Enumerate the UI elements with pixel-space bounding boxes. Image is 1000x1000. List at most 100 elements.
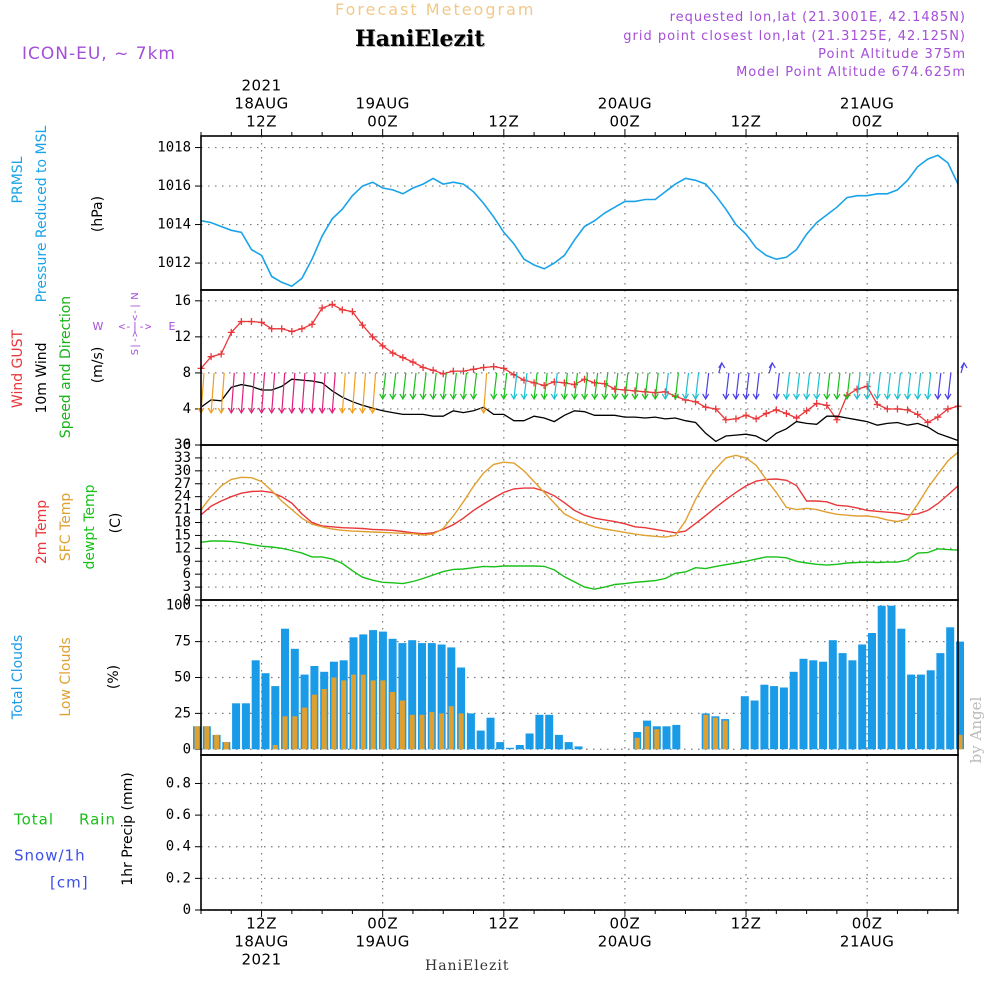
dewpt-label: dewpt Temp xyxy=(82,484,98,569)
temperature-ytick-label: 15 xyxy=(174,527,191,543)
wind-arrow xyxy=(664,372,669,399)
gust-marker xyxy=(268,325,276,333)
temperature-ytick-label: 3 xyxy=(183,579,191,595)
gust-marker xyxy=(893,405,901,413)
clouds-ytick-label: 0 xyxy=(183,741,191,757)
wind-arrow xyxy=(785,372,791,399)
wind-arrow-head xyxy=(227,407,235,415)
wind-arrow xyxy=(836,372,841,399)
gust-marker xyxy=(833,416,841,424)
pressure-ytick-label: 1014 xyxy=(157,217,191,233)
wind-arrow xyxy=(543,372,548,399)
total-cloud-bar xyxy=(916,674,925,750)
wind-arrow-head xyxy=(914,393,922,401)
precip-unit: 1hr Precip (mm) xyxy=(120,772,136,885)
wind-arrow xyxy=(725,372,730,399)
sfc-temp-line xyxy=(200,451,959,538)
wind-arrow-head xyxy=(449,393,457,401)
top-time-label: 18AUG xyxy=(234,95,288,113)
wind-gust-label: Wind GUST xyxy=(10,329,26,408)
compass-south: S xyxy=(130,349,141,355)
gust-marker xyxy=(278,325,286,333)
gust-marker xyxy=(358,321,366,329)
top-time-label: 19AUG xyxy=(355,95,409,113)
gust-marker xyxy=(490,363,498,371)
wind-arrow-head xyxy=(944,393,952,401)
total-cloud-bar xyxy=(241,703,250,750)
total-cloud-bar xyxy=(887,605,896,750)
wind-arrow xyxy=(311,372,316,413)
compass-horizontal: <-|-> xyxy=(118,320,151,333)
temp-2m-label: 2m Temp xyxy=(34,500,50,564)
wind-arrow xyxy=(755,372,760,399)
compass-north: N xyxy=(130,292,141,299)
wind-arrow xyxy=(483,372,488,413)
gust-marker xyxy=(449,367,457,375)
total-cloud-bar xyxy=(447,647,456,750)
gust-marker xyxy=(570,381,578,389)
wind-arrow xyxy=(382,372,387,399)
gust-marker xyxy=(459,367,467,375)
total-cloud-bar xyxy=(946,627,955,750)
total-cloud-bar xyxy=(437,644,446,750)
wind-arrow-head xyxy=(439,393,447,401)
dewpt-line xyxy=(200,540,959,590)
footer-station: HaniElezit xyxy=(425,958,510,974)
compass-down: |-> xyxy=(130,331,141,349)
wind-arrow xyxy=(684,372,690,399)
low-clouds-label: Low Clouds xyxy=(58,637,74,716)
low-cloud-bar xyxy=(321,689,327,750)
gust-marker xyxy=(924,418,932,426)
wind-arrow xyxy=(735,372,740,399)
bottom-time-label: 12Z xyxy=(246,915,277,933)
wind-arrow-head xyxy=(500,393,508,401)
temperature-ytick-label: 6 xyxy=(183,566,191,582)
total-cloud-bar xyxy=(750,700,759,750)
total-cloud-bars xyxy=(193,605,964,750)
total-cloud-bar xyxy=(398,643,407,750)
wind-arrow xyxy=(371,372,377,413)
gust-marker xyxy=(873,400,881,408)
wind-arrow xyxy=(583,372,589,399)
wind-arrow-head xyxy=(621,393,629,401)
low-cloud-bar xyxy=(722,720,728,750)
wind-arrow-head xyxy=(399,393,407,401)
wind-arrow-head xyxy=(278,407,286,415)
wind-arrow xyxy=(392,372,397,399)
wind-arrow-head xyxy=(247,407,255,415)
compass-west: W xyxy=(93,320,104,333)
wind-panel: 0 4 8 12 16 xyxy=(174,290,958,453)
wind-arrow xyxy=(301,372,306,413)
temperature-ytick-label: 0 xyxy=(183,592,191,608)
low-cloud-bar xyxy=(419,714,425,750)
precip-ytick-label: 0.2 xyxy=(166,870,191,886)
low-cloud-bar xyxy=(654,729,660,750)
gust-marker xyxy=(752,415,760,423)
gust-marker xyxy=(207,353,215,361)
wind-arrow xyxy=(271,372,276,413)
wind-arrow xyxy=(644,372,649,399)
wind-arrow xyxy=(816,372,821,399)
total-cloud-bar xyxy=(809,660,818,750)
temperature-ytick-label: 36 xyxy=(174,437,191,453)
wind-arrow xyxy=(846,372,851,399)
low-cloud-bar xyxy=(223,742,229,750)
wind-arrow xyxy=(674,372,679,399)
total-cloud-bar xyxy=(496,742,505,750)
wind-arrow-head xyxy=(960,361,968,369)
wind-arrow-head xyxy=(550,393,558,401)
wind-arrow-head xyxy=(768,361,776,369)
precip-total-label: Total xyxy=(13,811,54,829)
total-cloud-bar xyxy=(418,643,426,750)
gust-marker xyxy=(621,386,629,394)
wind-arrow xyxy=(614,372,619,399)
low-cloud-bar xyxy=(634,737,640,750)
wind-arrow-head xyxy=(732,393,740,401)
wind-arrow xyxy=(795,372,801,399)
wind-arrow xyxy=(351,372,356,413)
temp-2m-line xyxy=(200,478,959,535)
gust-marker xyxy=(782,409,790,417)
wind-frame xyxy=(200,289,959,446)
low-cloud-bar xyxy=(448,706,454,750)
wind-arrow xyxy=(493,372,498,399)
